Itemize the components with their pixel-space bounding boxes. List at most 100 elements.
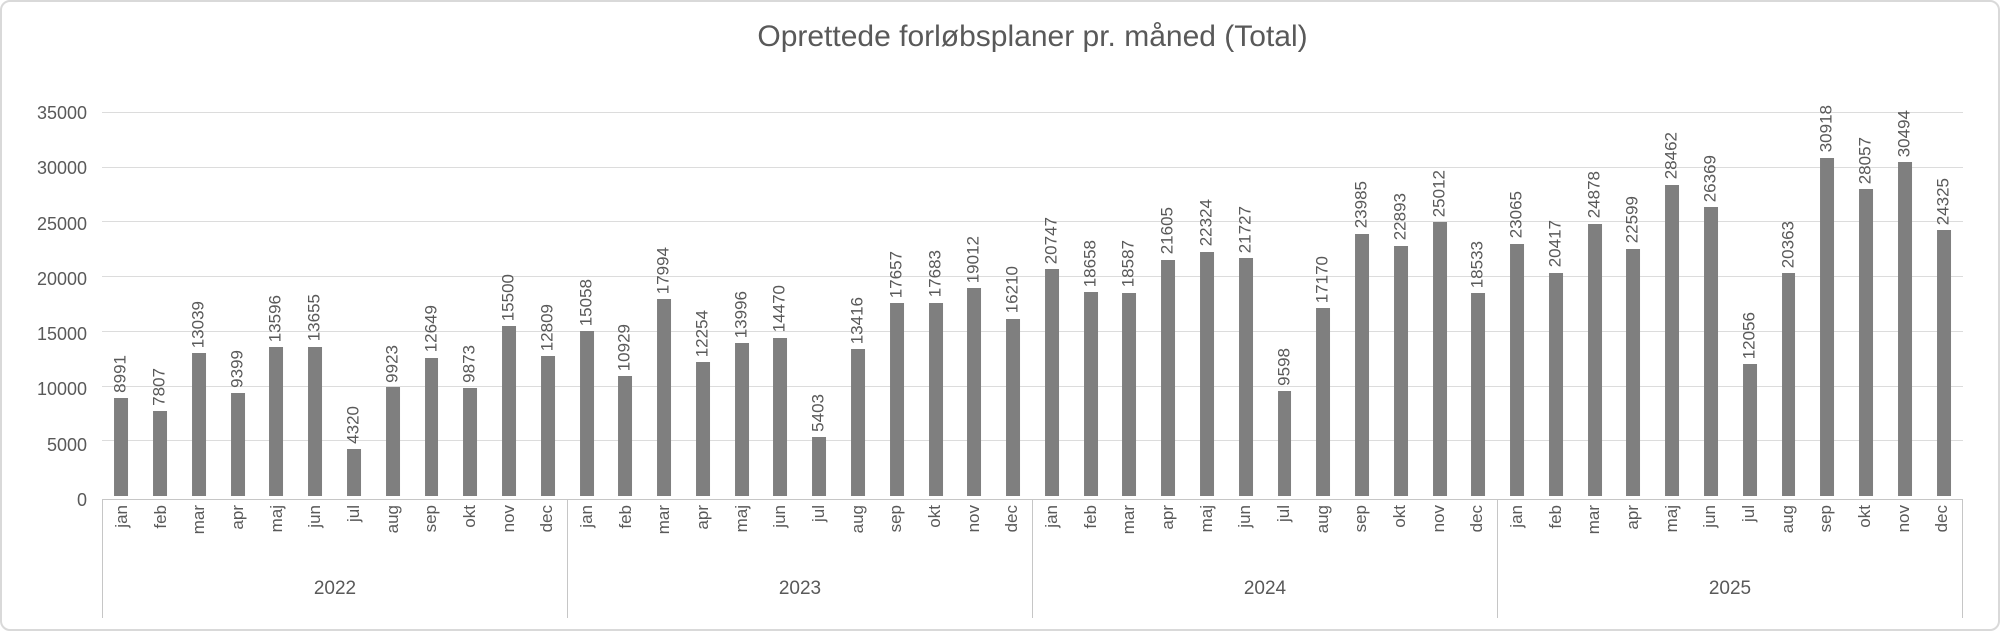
bar-slot: 9873 [451, 113, 490, 496]
month-cell: apr [219, 500, 258, 574]
bar-value-label: 25012 [1429, 170, 1449, 218]
bar-value-label: 9399 [227, 350, 247, 389]
month-tick-label: sep [421, 505, 441, 533]
bar [153, 410, 168, 496]
month-tick-label: feb [1080, 505, 1100, 529]
month-cell: mar [645, 500, 684, 574]
month-tick-label: aug [1312, 505, 1332, 534]
bar-value-label: 28057 [1855, 136, 1875, 184]
bar-slot: 12649 [412, 113, 451, 496]
chart-title: Oprettede forløbsplaner pr. måned (Total… [757, 20, 1308, 53]
y-tick-label: 15000 [36, 324, 87, 345]
month-tick-label: jan [576, 505, 596, 528]
month-tick-label: nov [1428, 505, 1448, 533]
month-tick-label: feb [150, 505, 170, 529]
y-tick-label: 5000 [46, 434, 87, 455]
month-cell: mar [1110, 500, 1149, 574]
month-tick-label: aug [382, 505, 402, 534]
month-tick-label: sep [1816, 505, 1836, 533]
month-tick-label: sep [886, 505, 906, 533]
bar-slot: 17170 [1304, 113, 1343, 496]
bar [1432, 222, 1447, 496]
bar-value-label: 23065 [1506, 191, 1526, 239]
bar-value-label: 28462 [1661, 132, 1681, 180]
bar-slot: 21727 [1226, 113, 1265, 496]
month-tick-label: dec [537, 505, 557, 533]
month-cell: nov [1420, 500, 1459, 574]
bar-value-label: 17170 [1312, 255, 1332, 304]
month-cell: dec [993, 500, 1032, 574]
bar [1626, 248, 1641, 496]
month-cell: aug [839, 500, 878, 574]
bar [1044, 268, 1059, 496]
month-tick-label: jan [1506, 505, 1526, 528]
bar-slot: 22324 [1188, 113, 1227, 496]
months-row: jan feb mar apr maj jun jul aug sep okt nov dec [1033, 500, 1497, 574]
bar-slot: 19012 [955, 113, 994, 496]
bar-slot: 9923 [373, 113, 412, 496]
month-tick-label: mar [189, 505, 209, 535]
month-cell: dec [1458, 500, 1497, 574]
month-cell: feb [1537, 500, 1576, 574]
plot-area: 8991 7807 13039 9399 13596 13655 4320 9923 12649… [102, 105, 1963, 496]
year-group: jan feb mar apr maj jun jul aug sep okt nov dec 2022 [102, 500, 567, 618]
bar-slot: 15058 [567, 113, 606, 496]
month-cell: jan [1498, 500, 1537, 574]
month-cell: sep [877, 500, 916, 574]
month-tick-label: apr [228, 505, 247, 530]
bar [269, 347, 284, 496]
month-cell: apr [1614, 500, 1653, 574]
bar-value-label: 9923 [382, 344, 402, 383]
bar-slot: 17994 [645, 113, 684, 496]
bar-slot: 23985 [1343, 113, 1382, 496]
bar-slot: 30918 [1808, 105, 1847, 496]
bar-value-label: 19012 [963, 235, 983, 283]
bar [1820, 157, 1835, 496]
bar [347, 448, 361, 496]
bar-slot: 16210 [994, 113, 1033, 496]
bar-slot: 20363 [1769, 113, 1808, 496]
bar-value-label: 21605 [1157, 207, 1177, 255]
bar [424, 357, 439, 496]
month-tick-label: okt [925, 505, 945, 528]
month-tick-label: nov [1893, 505, 1913, 533]
bar-slot: 13416 [839, 113, 878, 496]
month-tick-label: feb [1545, 505, 1565, 529]
y-tick-label: 30000 [36, 158, 87, 179]
bar-slot: 5403 [800, 113, 839, 496]
bar-slot: 18587 [1110, 113, 1149, 496]
bar-slot: 9399 [218, 113, 257, 496]
bar [1897, 162, 1912, 496]
x-axis: jan feb mar apr maj jun jul aug sep okt nov dec 2022… [102, 499, 1963, 618]
gridline [102, 440, 1963, 442]
bar-slot: 14470 [761, 113, 800, 496]
bar-slot: 25012 [1420, 113, 1459, 496]
bar-slot: 17683 [916, 113, 955, 496]
month-tick-label: jul [1274, 505, 1294, 523]
month-cell: maj [723, 500, 762, 574]
month-tick-label: mar [1584, 505, 1604, 535]
bar-value-label: 22599 [1623, 196, 1643, 244]
month-tick-label: jan [1041, 505, 1061, 528]
bar-slot: 22893 [1381, 113, 1420, 496]
month-tick-label: jul [344, 505, 364, 523]
bar-value-label: 17657 [886, 250, 906, 298]
bar [1238, 258, 1253, 496]
bar [1277, 390, 1292, 496]
bar-value-label: 9598 [1274, 348, 1294, 386]
bar [889, 302, 904, 496]
bar-slot: 23065 [1498, 113, 1537, 496]
month-cell: jan [1033, 500, 1072, 574]
year-group: jan feb mar apr maj jun jul aug sep okt nov dec 2025 [1497, 500, 1963, 618]
gridline [102, 330, 1963, 332]
bar [579, 331, 594, 496]
month-cell: feb [142, 500, 181, 574]
year-label: 2022 [313, 578, 357, 599]
bar-slot: 20747 [1033, 113, 1072, 496]
bar-value-label: 5403 [808, 394, 828, 432]
month-tick-label: aug [847, 505, 867, 534]
bar-slot: 12056 [1730, 113, 1769, 496]
bar [812, 436, 827, 496]
month-cell: nov [490, 500, 529, 574]
bar-slot: 22599 [1614, 113, 1653, 496]
